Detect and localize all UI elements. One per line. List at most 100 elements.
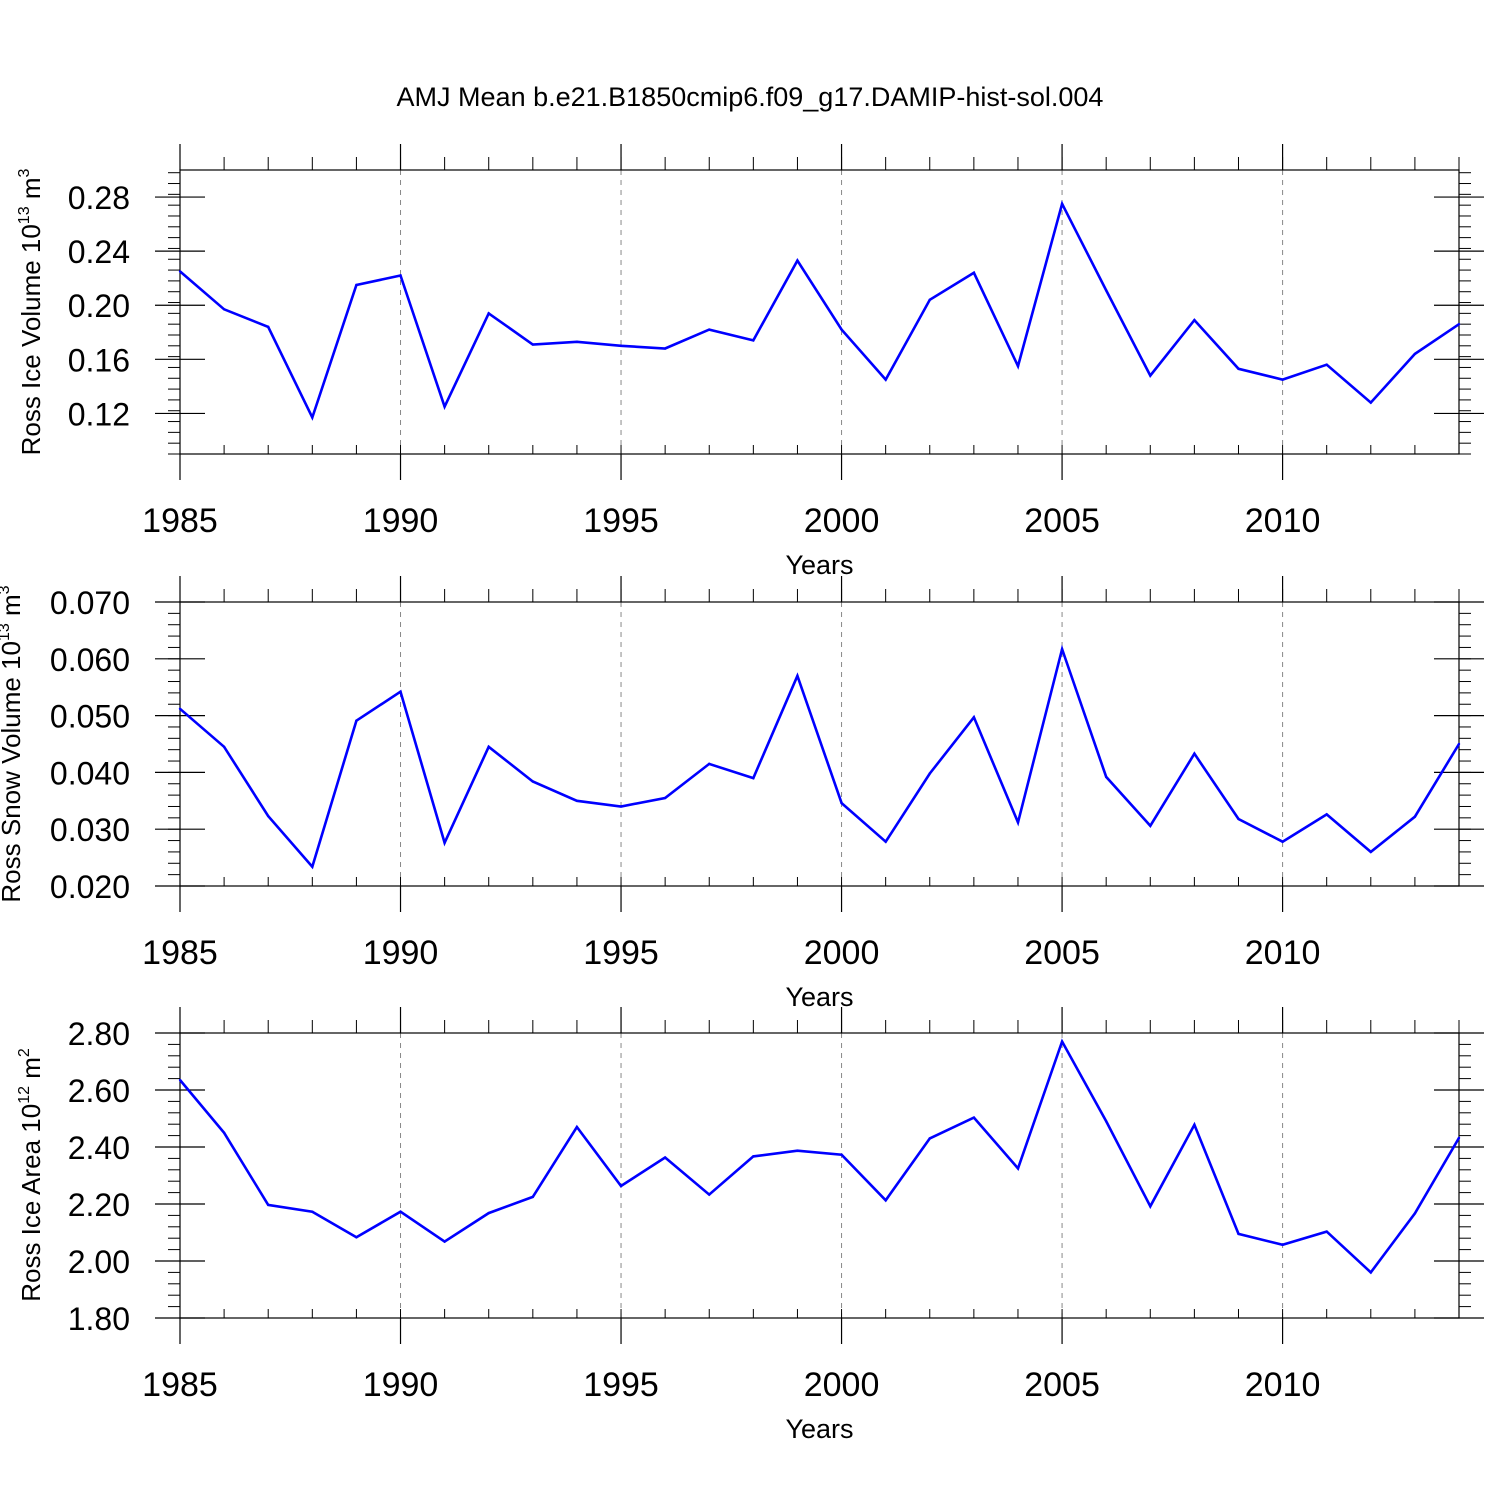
data-point: [1060, 202, 1064, 206]
data-point: [752, 1155, 755, 1158]
data-point: [619, 1184, 623, 1188]
y-tick-label: 2.20: [68, 1187, 130, 1223]
data-point: [311, 416, 314, 419]
x-tick-label: 2010: [1245, 934, 1321, 972]
data-point: [1281, 1243, 1284, 1246]
data-point: [752, 776, 755, 780]
series-line: [179, 1038, 1461, 1275]
data-point: [178, 270, 182, 273]
y-tick-label: 0.24: [68, 234, 130, 270]
data-point: [840, 328, 843, 331]
y-tick-label: 0.020: [50, 869, 130, 905]
data-point: [1413, 352, 1417, 356]
data-point: [531, 343, 535, 346]
y-tick-label: 0.12: [68, 396, 130, 432]
data-point: [928, 1137, 931, 1140]
data-point: [972, 1116, 976, 1119]
y-tick-label: 0.040: [50, 755, 130, 791]
data-point: [575, 1125, 579, 1129]
data-point: [1060, 1040, 1064, 1043]
data-point: [1369, 401, 1372, 404]
data-point: [619, 805, 623, 808]
data-point: [840, 801, 843, 805]
data-point: [487, 1211, 490, 1215]
figure-title: AMJ Mean b.e21.B1850cmip6.f09_g17.DAMIP-…: [397, 82, 1104, 112]
x-tick-label: 1995: [583, 934, 659, 972]
data-point: [884, 840, 887, 843]
data-point: [399, 1210, 402, 1213]
data-point: [1237, 367, 1240, 370]
data-point: [1325, 813, 1328, 816]
data-point: [972, 716, 976, 719]
data-point: [884, 1199, 887, 1202]
data-point: [663, 347, 667, 350]
data-point: [1104, 1120, 1108, 1123]
plot-frame: [179, 169, 1460, 455]
data-point: [619, 344, 623, 348]
x-axis-label: Years: [785, 982, 853, 1012]
data-point: [1149, 374, 1152, 377]
x-tick-label: 2000: [804, 1366, 880, 1404]
data-point: [708, 762, 711, 766]
x-axis-label: Years: [785, 550, 853, 580]
data-point: [267, 325, 270, 329]
data-point: [267, 1203, 270, 1207]
data-point: [1369, 1271, 1372, 1274]
data-point: [311, 865, 314, 868]
data-point: [840, 1153, 843, 1156]
data-point: [663, 796, 667, 800]
data-point: [796, 674, 799, 678]
data-point: [1193, 1123, 1196, 1126]
data-point: [355, 283, 358, 287]
data-point: [1149, 824, 1152, 827]
data-point: [575, 799, 579, 802]
data-point: [1457, 742, 1461, 746]
y-tick-label: 1.80: [68, 1301, 130, 1337]
y-tick-label: 0.070: [50, 585, 130, 621]
data-point: [222, 1131, 226, 1134]
data-point: [531, 780, 535, 783]
data-point: [399, 274, 402, 277]
data-point: [1104, 289, 1108, 292]
data-point: [1281, 840, 1284, 843]
x-tick-label: 1990: [363, 934, 439, 972]
x-tick-label: 2005: [1024, 934, 1100, 972]
data-point: [443, 841, 446, 845]
data-point: [1369, 850, 1372, 854]
data-point: [487, 312, 490, 315]
data-point: [796, 1149, 799, 1152]
y-tick-label: 2.80: [68, 1016, 130, 1052]
x-tick-label: 2010: [1245, 1366, 1321, 1404]
data-point: [752, 339, 755, 342]
data-point: [1413, 815, 1417, 818]
data-point: [222, 308, 226, 311]
data-point: [1457, 1136, 1461, 1140]
y-tick-label: 2.00: [68, 1244, 130, 1280]
data-point: [178, 707, 182, 710]
data-point: [972, 271, 976, 274]
y-axis-label: Ross Ice Volume 1013 m3: [16, 168, 46, 455]
plot-frame: [179, 1032, 1460, 1319]
data-point: [531, 1195, 535, 1199]
y-tick-label: 0.060: [50, 642, 130, 678]
data-point: [355, 1236, 358, 1239]
series-line: [179, 644, 1461, 870]
data-point: [884, 378, 887, 381]
data-point: [1237, 817, 1240, 821]
x-tick-label: 1995: [583, 1366, 659, 1404]
x-tick-label: 1985: [142, 1366, 218, 1404]
data-point: [928, 298, 931, 302]
y-tick-label: 2.60: [68, 1073, 130, 1109]
data-point: [796, 259, 799, 262]
x-tick-label: 2000: [804, 502, 880, 540]
data-point: [1016, 364, 1020, 368]
data-point: [1016, 1167, 1020, 1170]
data-point: [355, 719, 358, 722]
series-line: [179, 200, 1460, 421]
data-point: [443, 405, 446, 408]
data-point: [928, 772, 931, 775]
data-point: [222, 745, 226, 749]
data-point: [1325, 363, 1328, 366]
x-tick-label: 1990: [363, 1366, 439, 1404]
